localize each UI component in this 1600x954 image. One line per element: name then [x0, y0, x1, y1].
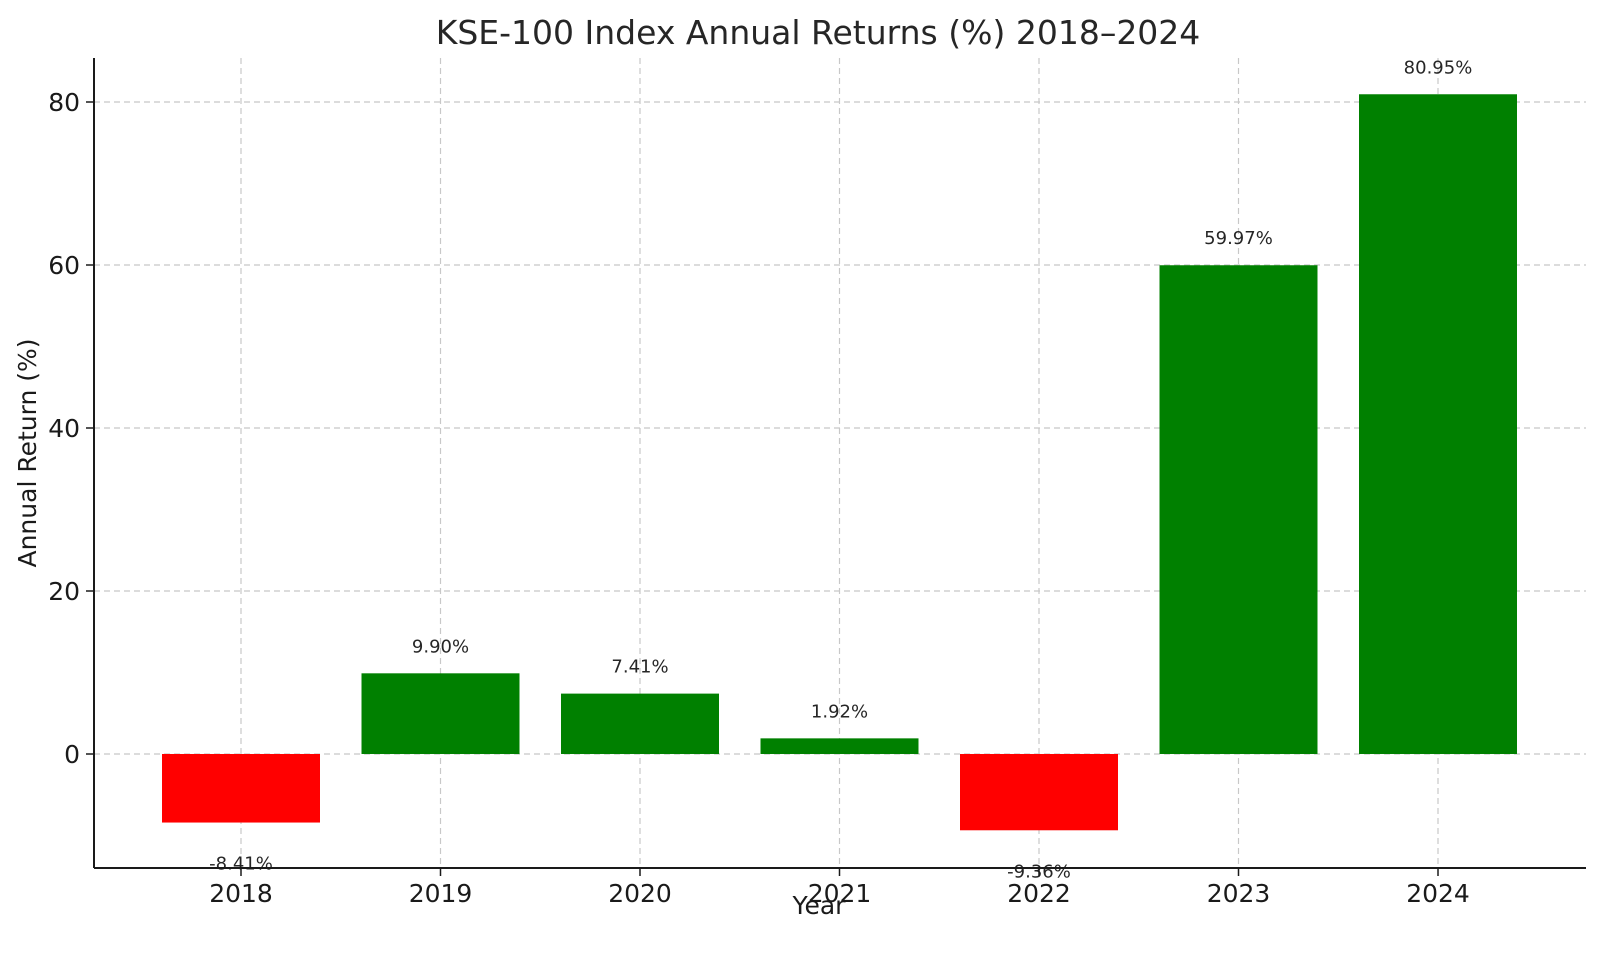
data-label: 9.90%: [412, 636, 469, 657]
y-tick-label: 40: [48, 414, 80, 443]
data-labels: -8.41%9.90%7.41%1.92%-9.36%59.97%80.95%: [209, 57, 1472, 882]
bar-2019: [361, 673, 520, 754]
y-tick-label: 60: [48, 251, 80, 280]
bar-2020: [561, 693, 719, 754]
x-tick-label: 2023: [1207, 879, 1271, 908]
bar-2021: [760, 738, 919, 754]
tick-labels: 0 20 40 60 80 2018 2019 2020 2021 2022 2023 2024: [48, 88, 1470, 908]
y-axis-label: Annual Return (%): [13, 338, 42, 567]
x-axis-label: Year: [792, 891, 847, 920]
bar-2022: [960, 754, 1118, 831]
data-label: 7.41%: [611, 657, 668, 678]
data-label: -8.41%: [209, 854, 273, 875]
data-label: 80.95%: [1404, 57, 1473, 78]
bar-2023: [1159, 265, 1318, 754]
x-tick-label: 2019: [409, 879, 473, 908]
bars: [162, 94, 1517, 831]
axes: [86, 58, 1586, 876]
bar-2018: [162, 754, 320, 823]
data-label: 59.97%: [1204, 228, 1273, 249]
y-tick-label: 20: [48, 577, 80, 606]
x-tick-label: 2024: [1406, 879, 1470, 908]
x-tick-label: 2021: [808, 879, 872, 908]
x-tick-label: 2020: [608, 879, 672, 908]
chart-title: KSE-100 Index Annual Returns (%) 2018–20…: [436, 13, 1201, 52]
y-tick-label: 80: [48, 88, 80, 117]
bar-2024: [1359, 94, 1517, 754]
x-tick-label: 2022: [1007, 879, 1071, 908]
data-label: 1.92%: [811, 701, 868, 722]
x-tick-label: 2018: [209, 879, 273, 908]
y-tick-label: 0: [64, 740, 80, 769]
